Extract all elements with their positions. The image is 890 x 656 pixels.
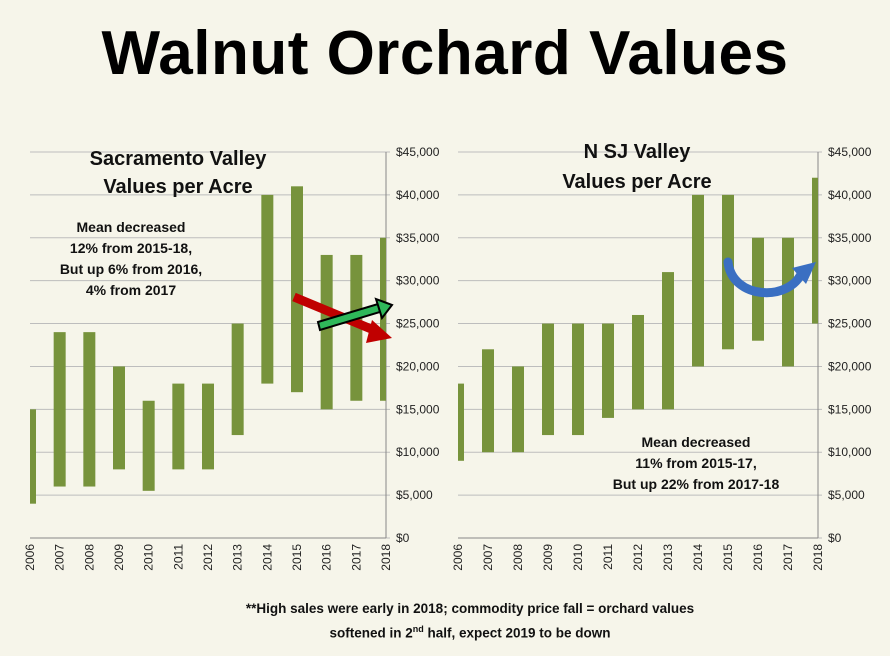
bar-2018 (380, 237, 386, 401)
bar-2010 (142, 400, 155, 491)
red-arrow-head (366, 320, 392, 343)
y-tick-label: $25,000 (396, 317, 440, 331)
x-tick-label: 2012 (201, 544, 215, 571)
bar-2016 (320, 254, 333, 410)
bar-2012 (202, 383, 214, 470)
annotation-line: 12% from 2015-18, (70, 240, 192, 256)
x-tick-label: 2014 (260, 544, 274, 571)
x-tick-label: 2010 (142, 544, 156, 571)
bar-2014 (261, 194, 274, 384)
y-tick-label: $20,000 (396, 359, 440, 373)
green-arrow-head (374, 297, 394, 321)
bar-2013 (231, 323, 244, 436)
y-tick-label: $10,000 (396, 445, 440, 459)
x-tick-label: 2018 (379, 544, 393, 571)
y-tick-label: $15,000 (396, 402, 440, 416)
bar-2015 (291, 186, 303, 393)
y-tick-label: $35,000 (396, 231, 440, 245)
footnote-line-1: **High sales were early in 2018; commodi… (245, 601, 695, 616)
y-tick-label: $40,000 (396, 188, 440, 202)
x-tick-label: 2015 (290, 544, 304, 571)
x-tick-label: 2009 (112, 544, 126, 571)
bar-2007 (53, 332, 66, 487)
bar-2006 (30, 409, 36, 504)
x-tick-label: 2017 (349, 544, 363, 571)
footnote-line-2: softened in 2nd half, expect 2019 to be … (329, 624, 611, 641)
bar-2017 (350, 254, 363, 401)
y-tick-label: $5,000 (396, 488, 433, 502)
bar-2008 (83, 332, 96, 487)
red-trend-arrow (292, 292, 378, 336)
x-tick-label: 2007 (53, 544, 67, 571)
bar-2009 (113, 366, 125, 470)
y-tick-label: $45,000 (396, 145, 440, 159)
x-tick-label: 2013 (231, 544, 245, 571)
annotation-line: 4% from 2017 (86, 282, 176, 298)
page-title: Walnut Orchard Values (101, 19, 789, 88)
y-tick-label: $30,000 (396, 274, 440, 288)
annotation-line: Mean decreased (77, 219, 186, 235)
chart-title-line: Sacramento Valley (90, 148, 268, 170)
y-tick-label: $0 (396, 531, 410, 545)
x-tick-label: 2008 (82, 544, 96, 571)
chart-title-line: Values per Acre (103, 176, 252, 198)
annotation-line: But up 6% from 2016, (60, 261, 202, 277)
x-tick-label: 2016 (320, 544, 334, 571)
bar-2011 (172, 383, 185, 470)
footnote: **High sales were early in 2018; commodi… (140, 599, 800, 644)
x-tick-label: 2011 (171, 544, 185, 570)
x-tick-label: 2006 (23, 544, 37, 571)
